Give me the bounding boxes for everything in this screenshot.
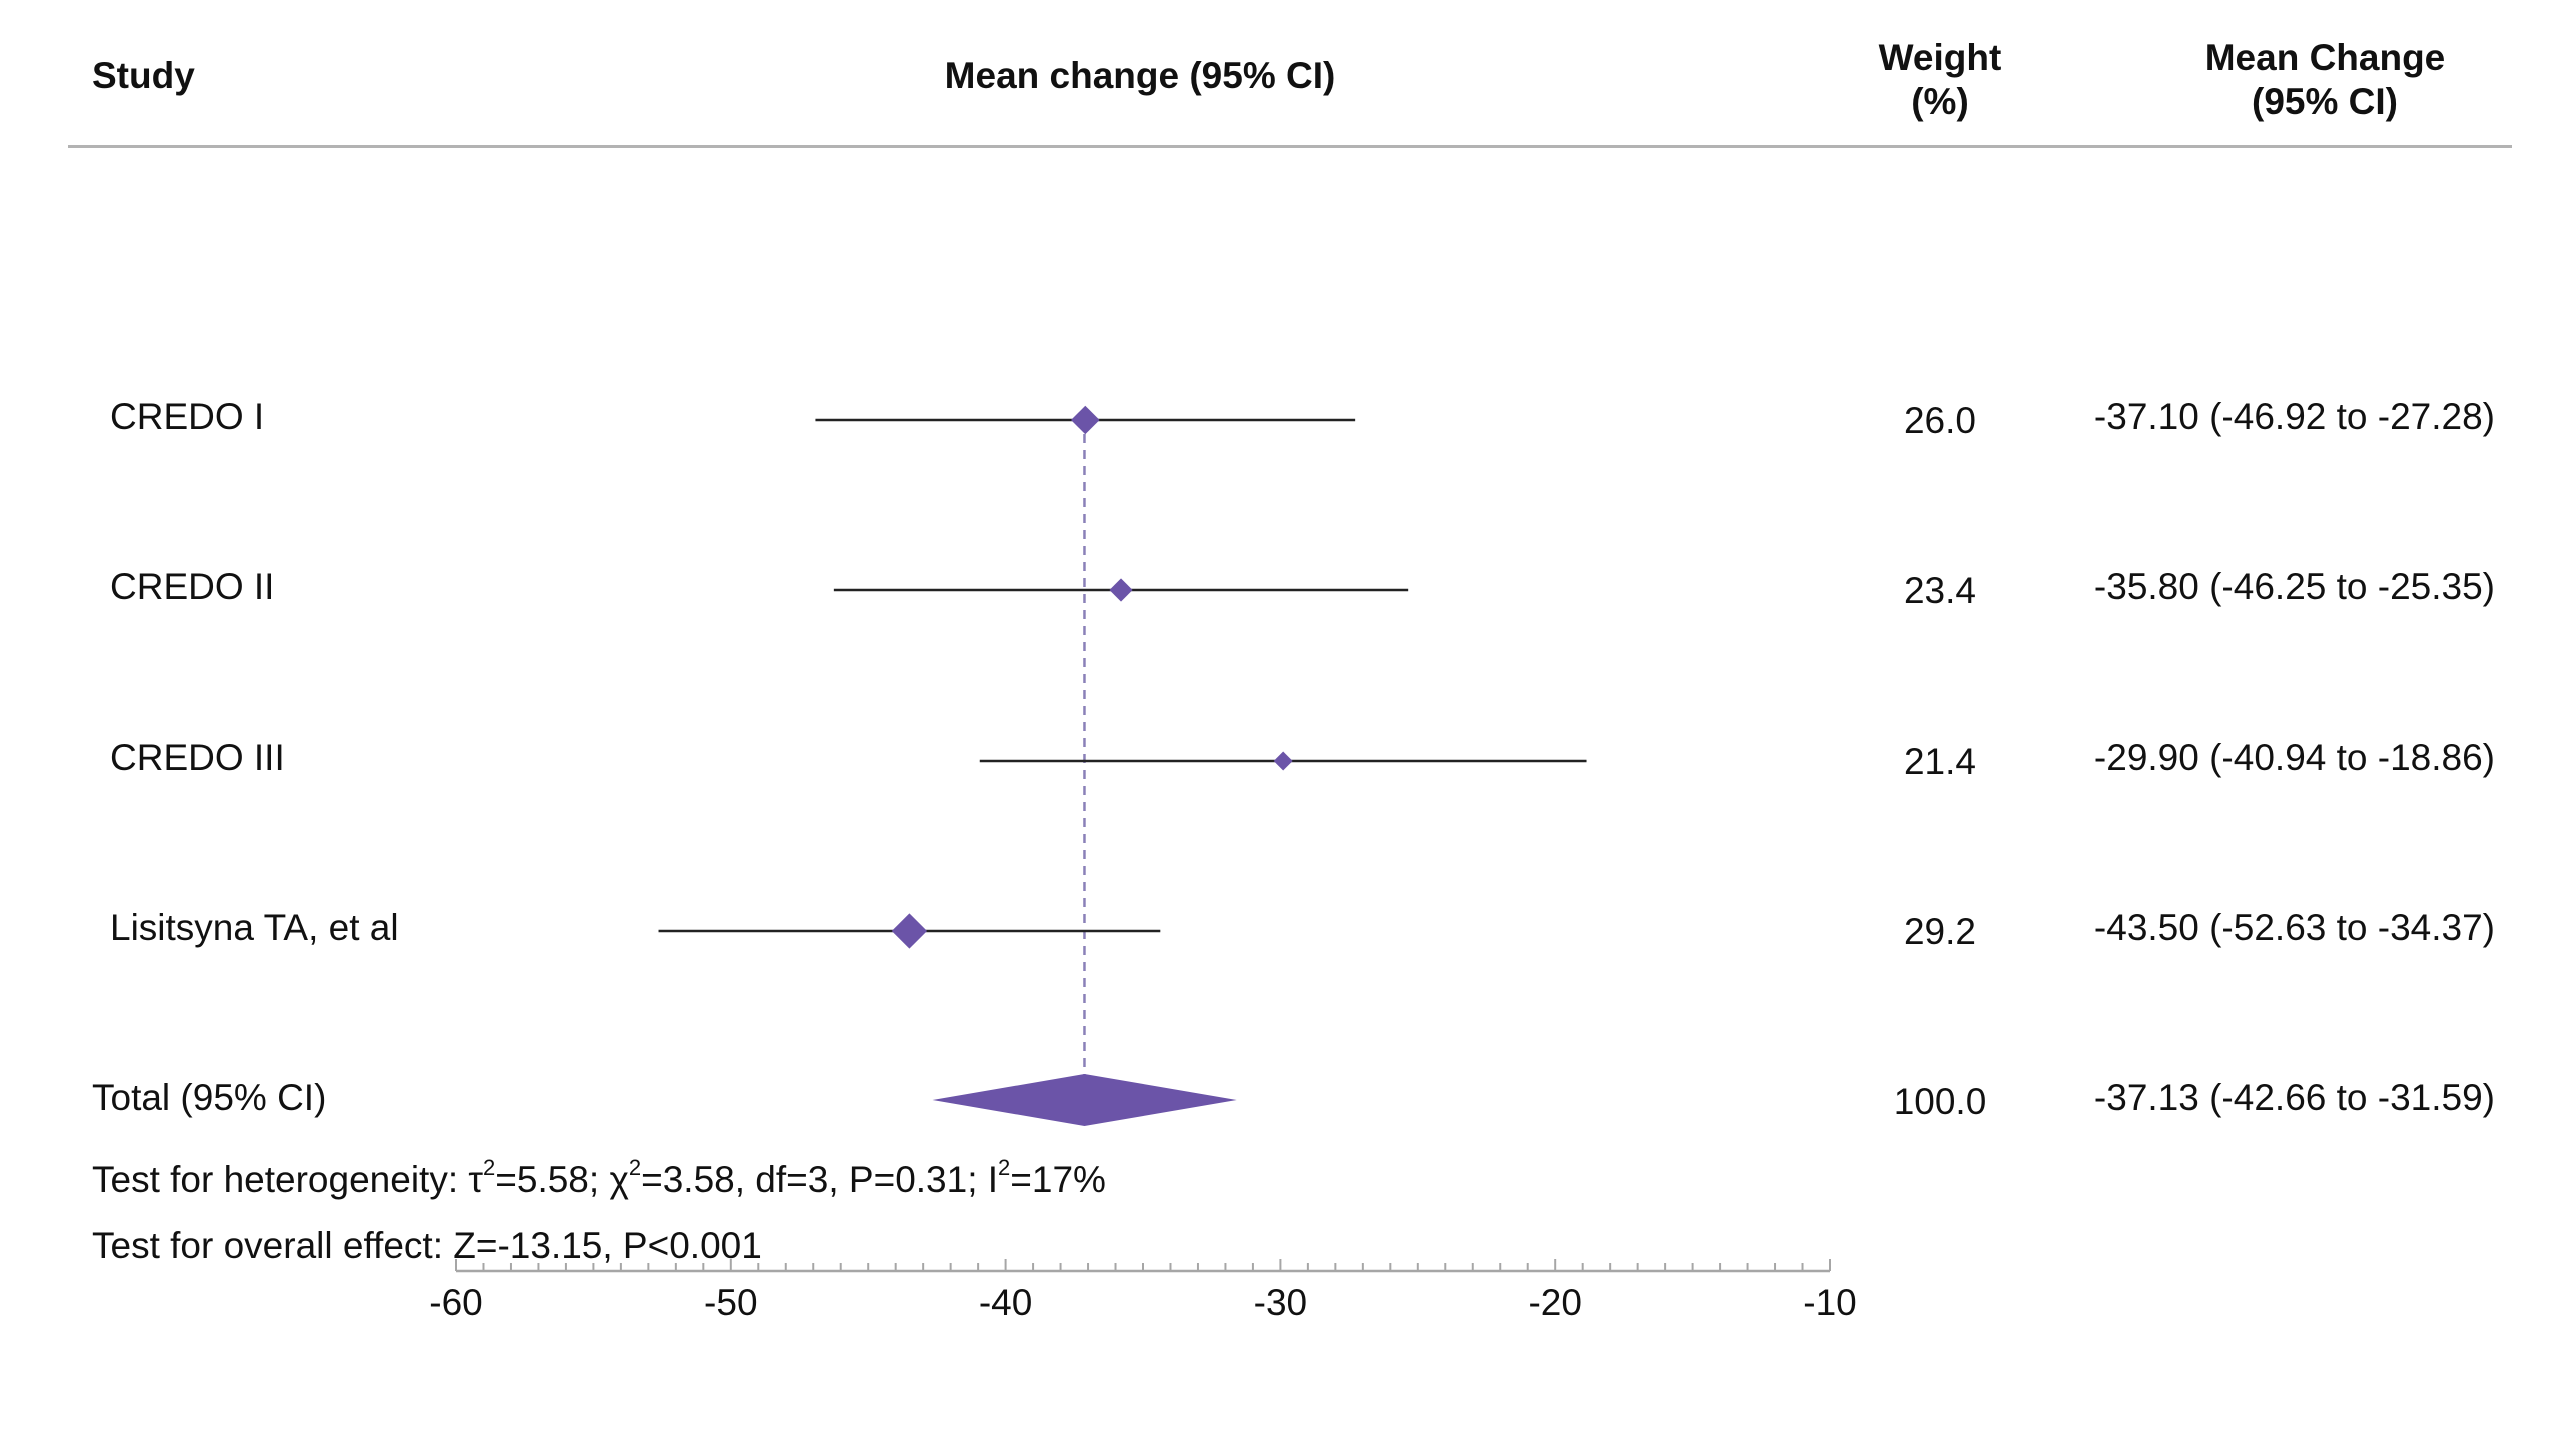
header-mean-change-ci: Mean change (95% CI)	[944, 55, 1336, 96]
study-label: CREDO II	[110, 566, 275, 607]
header-weight-line1: Weight	[1878, 37, 2002, 78]
weight-total: 100.0	[1893, 1081, 1987, 1122]
tau-value: =5.58;	[495, 1159, 610, 1200]
study-marker	[1273, 751, 1293, 771]
total-label: Total (95% CI)	[92, 1077, 327, 1118]
i-symbol: I	[987, 1159, 999, 1200]
study-label: CREDO I	[110, 396, 265, 437]
study-marker	[891, 913, 928, 949]
chi-symbol: χ	[609, 1159, 629, 1200]
weight-value: 29.2	[1903, 911, 1976, 952]
study-marker	[1109, 578, 1133, 602]
i-sup: 2	[998, 1154, 1011, 1180]
header-mean-change-line2: (95% CI)	[2252, 81, 2398, 122]
x-tick-label: -20	[1528, 1282, 1581, 1323]
study-marker	[1070, 405, 1100, 435]
total-diamond	[932, 1074, 1237, 1126]
tau-symbol: τ	[468, 1159, 484, 1200]
header-study: Study	[92, 55, 195, 96]
weight-value: 23.4	[1903, 570, 1976, 611]
overall-effect-test: Test for overall effect: Z=-13.15, P<0.0…	[92, 1225, 762, 1266]
x-tick-label: -60	[429, 1282, 482, 1323]
heterogeneity-test: Test for heterogeneity: τ2=5.58; χ2=3.58…	[92, 1154, 1106, 1202]
header-weight: Weight (%)	[1800, 36, 2080, 124]
x-tick-label: -40	[979, 1282, 1032, 1323]
x-tick-label: -50	[704, 1282, 757, 1323]
study-label: Lisitsyna TA, et al	[110, 907, 399, 948]
header-weight-line2: (%)	[1911, 81, 1969, 122]
header-rule	[68, 145, 2512, 148]
header-mean-change-line1: Mean Change	[2204, 37, 2446, 78]
chi-sup: 2	[628, 1154, 642, 1180]
weight-value: 21.4	[1903, 741, 1976, 782]
header-mean-change-col: Mean Change (95% CI)	[2150, 36, 2500, 124]
ci-text: -43.50 (-52.63 to -34.37)	[2093, 907, 2495, 948]
study-label: CREDO III	[110, 737, 285, 778]
i-value: =17%	[1010, 1159, 1106, 1200]
x-tick-label: -10	[1803, 1282, 1856, 1323]
ci-text: -29.90 (-40.94 to -18.86)	[2093, 737, 2495, 778]
ci-text: -37.10 (-46.92 to -27.28)	[2093, 396, 2495, 437]
ci-text: -35.80 (-46.25 to -25.35)	[2093, 566, 2495, 607]
ci-text-total: -37.13 (-42.66 to -31.59)	[2093, 1077, 2495, 1118]
heterogeneity-prefix: Test for heterogeneity:	[92, 1159, 469, 1200]
x-tick-label: -30	[1254, 1282, 1307, 1323]
weight-value: 26.0	[1903, 400, 1976, 441]
tau-sup: 2	[483, 1154, 496, 1180]
chi-value: =3.58, df=3, P=0.31;	[641, 1159, 988, 1200]
